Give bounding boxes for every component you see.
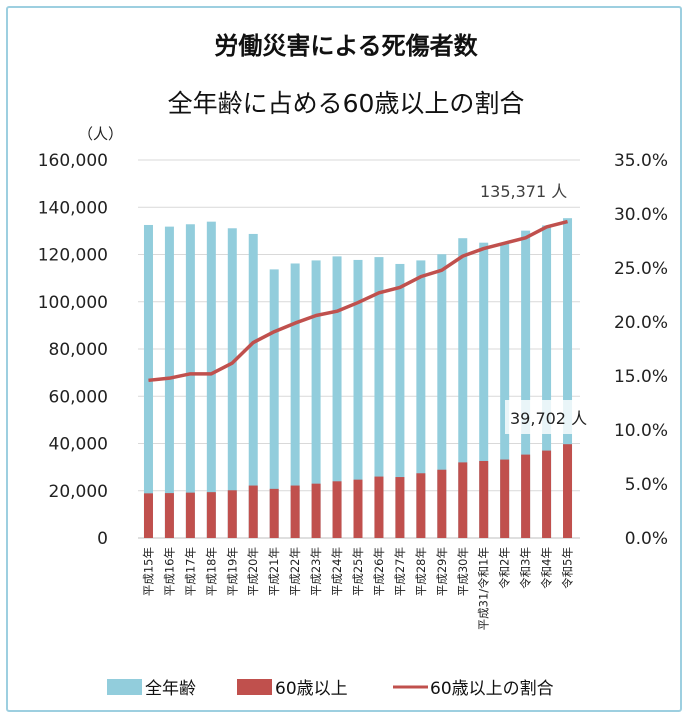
bar-60plus: [521, 454, 531, 538]
legend-label-60plus: 60歳以上: [275, 679, 348, 699]
x-tick-label: 平成19年: [225, 547, 239, 596]
x-tick-label: 令和2年: [498, 547, 512, 589]
bar-all-ages: [290, 263, 300, 538]
x-tick-label: 令和3年: [519, 547, 533, 589]
bar-60plus: [206, 492, 216, 538]
bar-all-ages: [542, 225, 552, 538]
annotation-60plus: 39,702 人: [505, 400, 587, 434]
y-tick-label: 160,000: [38, 151, 108, 171]
y-tick-label: 120,000: [38, 246, 108, 266]
bar-60plus: [248, 485, 258, 538]
y2-tick-label: 5.0%: [625, 475, 668, 495]
x-tick-label: 平成30年: [456, 547, 470, 596]
legend-swatch-60plus: [237, 679, 272, 695]
bar-all-ages: [521, 230, 531, 539]
y-tick-label: 40,000: [49, 435, 108, 455]
bar-all-ages: [269, 269, 279, 538]
bar-60plus: [416, 473, 426, 538]
bar-all-ages: [332, 256, 342, 538]
bar-all-ages: [416, 260, 426, 538]
data-label-60plus: 39,702 人: [510, 409, 587, 428]
bar-60plus: [332, 481, 342, 538]
y2-tick-label: 25.0%: [614, 259, 668, 279]
y-tick-label: 20,000: [49, 482, 108, 502]
bar-60plus: [185, 492, 195, 538]
bar-all-ages: [227, 228, 237, 538]
bar-all-ages: [185, 224, 195, 538]
y-tick-label: 140,000: [38, 198, 108, 218]
y-axis-unit: （人）: [78, 125, 123, 143]
y2-tick-label: 0.0%: [625, 529, 668, 549]
y-tick-label: 80,000: [49, 340, 108, 360]
y2-tick-label: 15.0%: [614, 367, 668, 387]
chart-frame: [6, 6, 682, 712]
data-label-background: [505, 400, 575, 434]
legend-label-ratio: 60歳以上の割合: [430, 679, 554, 699]
bar-all-ages: [311, 260, 321, 538]
bar-60plus: [395, 477, 405, 538]
bar-all-ages: [437, 254, 447, 539]
y2-tick-label: 20.0%: [614, 313, 668, 333]
data-label-total: 135,371 人: [480, 182, 567, 201]
y2-tick-label: 35.0%: [614, 151, 668, 171]
bar-all-ages: [353, 259, 363, 538]
x-tick-label: 平成26年: [372, 547, 386, 596]
bar-60plus: [479, 460, 489, 538]
x-tick-label: 平成17年: [183, 547, 197, 596]
x-tick-label: 令和4年: [540, 547, 554, 589]
bar-all-ages: [374, 257, 384, 538]
x-tick-label: 平成20年: [246, 547, 260, 596]
bar-all-ages: [206, 221, 216, 538]
bar-all-ages: [395, 263, 405, 538]
x-tick-label: 平成25年: [351, 547, 365, 596]
x-tick-label: 平成24年: [330, 547, 344, 596]
y-tick-label: 100,000: [38, 293, 108, 313]
annotation-total: 135,371 人: [480, 182, 567, 201]
legend-label-all-ages: 全年齢: [145, 679, 196, 699]
bar-60plus: [542, 450, 552, 538]
chart-subtitle: 全年齢に占める60歳以上の割合: [168, 89, 525, 118]
bar-all-ages: [164, 226, 174, 538]
bar-60plus: [290, 485, 300, 538]
bar-60plus: [374, 476, 384, 538]
legend-swatch-all-ages: [107, 679, 142, 695]
x-tick-label: 令和5年: [561, 547, 575, 589]
x-tick-label: 平成16年: [162, 547, 176, 596]
bar-all-ages: [143, 224, 153, 538]
x-tick-label: 平成23年: [309, 547, 323, 596]
bar-60plus: [269, 488, 279, 538]
bar-60plus: [311, 483, 321, 538]
bar-all-ages: [500, 243, 510, 538]
x-tick-label: 平成31/令和1年: [477, 547, 491, 630]
x-tick-label: 平成21年: [267, 547, 281, 596]
x-tick-label: 平成15年: [141, 547, 155, 596]
bar-60plus: [563, 444, 573, 538]
bar-60plus: [458, 462, 468, 538]
bar-all-ages: [458, 238, 468, 539]
x-tick-label: 平成18年: [204, 547, 218, 596]
bar-60plus: [437, 469, 447, 538]
bar-all-ages: [479, 242, 489, 538]
bar-60plus: [164, 493, 174, 538]
y-tick-label: 0: [97, 529, 108, 549]
bar-60plus: [353, 479, 363, 538]
y2-tick-label: 10.0%: [614, 421, 668, 441]
y2-tick-label: 30.0%: [614, 205, 668, 225]
legend: 全年齢 60歳以上 60歳以上の割合: [107, 679, 554, 699]
y-tick-label: 60,000: [49, 387, 108, 407]
x-tick-label: 平成28年: [414, 547, 428, 596]
bar-60plus: [227, 490, 237, 538]
bar-all-ages: [248, 233, 258, 539]
bar-60plus: [143, 493, 153, 538]
x-tick-label: 平成29年: [435, 547, 449, 596]
bar-all-ages: [563, 218, 573, 538]
x-tick-label: 平成22年: [288, 547, 302, 596]
x-tick-label: 平成27年: [393, 547, 407, 596]
bar-60plus: [500, 459, 510, 538]
chart-title: 労働災害による死傷者数: [214, 32, 478, 60]
